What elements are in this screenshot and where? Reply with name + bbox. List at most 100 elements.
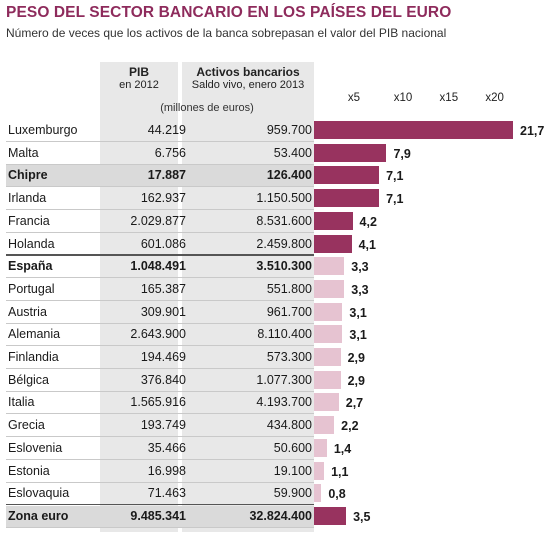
- country-name: Austria: [8, 304, 47, 319]
- pib-value: 1.565.916: [130, 395, 186, 410]
- pib-value: 2.643.900: [130, 327, 186, 342]
- row-divider: [6, 436, 314, 438]
- x-tick-label: x15: [439, 92, 459, 104]
- pib-value: 165.387: [140, 281, 186, 296]
- activos-value: 4.193.700: [256, 395, 312, 410]
- pib-value: 194.469: [140, 350, 186, 364]
- table-row: Irlanda 162.937 1.150.500 7,1: [6, 187, 554, 211]
- table-row: Austria 309.901 961.700 3,1: [6, 301, 554, 324]
- pib-value: 71.463: [147, 486, 186, 501]
- ratio-bar: [314, 166, 380, 185]
- ratio-bar: [314, 370, 341, 389]
- country-name: Portugal: [8, 281, 55, 296]
- pib-value: 6.756: [154, 145, 186, 160]
- ratio-bar: [314, 143, 387, 162]
- row-divider: [6, 390, 314, 392]
- row-divider: [6, 413, 314, 415]
- table-row: Italia 1.565.916 4.193.700 2,7: [6, 391, 554, 415]
- ratio-bar: [314, 189, 380, 208]
- row-divider: [6, 163, 314, 165]
- pib-value: 9.485.341: [130, 508, 186, 523]
- country-name: Eslovenia: [8, 440, 63, 455]
- ratio-label: 2,2: [341, 419, 359, 434]
- ratio-bar: [314, 506, 347, 525]
- units-label: (millones de euros): [160, 102, 254, 114]
- row-divider: [6, 503, 314, 506]
- country-name: Malta: [8, 145, 39, 160]
- table-row: Alemania 2.643.900 8.110.400 3,1: [6, 323, 554, 347]
- x-tick-label: x5: [347, 92, 360, 104]
- ratio-label: 7,1: [386, 169, 404, 184]
- country-name: Eslovaquia: [8, 486, 70, 501]
- ratio-label: 3,5: [353, 509, 371, 524]
- ratio-label: 1,1: [331, 464, 349, 479]
- pib-header-subtitle: en 2012: [119, 79, 159, 91]
- ratio-bar: [314, 393, 339, 412]
- pib-value: 35.466: [147, 440, 186, 455]
- country-name: Finlandia: [8, 350, 59, 364]
- country-name: España: [8, 259, 53, 274]
- activos-value: 961.700: [266, 304, 312, 319]
- pib-value: 376.840: [140, 372, 186, 387]
- table-row: Malta 6.756 53.400 7,9: [6, 142, 554, 165]
- x-tick-label: x20: [485, 92, 504, 104]
- activos-value: 126.400: [266, 168, 312, 183]
- pib-value: 162.937: [140, 191, 186, 206]
- country-name: Irlanda: [8, 191, 47, 206]
- pib-header: PIB en 2012: [100, 66, 178, 92]
- ratio-label: 4,2: [359, 214, 377, 229]
- country-name: Bélgica: [8, 372, 49, 387]
- table-row: Zona euro 9.485.341 32.824.400 3,5: [6, 505, 554, 528]
- ratio-label: 2,9: [347, 351, 365, 365]
- activos-value: 434.800: [266, 418, 312, 433]
- activos-value: 8.110.400: [257, 327, 312, 342]
- activos-value: 551.800: [266, 281, 312, 296]
- pib-value: 16.998: [147, 463, 186, 478]
- row-divider: [6, 231, 314, 233]
- row-divider: [6, 458, 314, 460]
- ratio-bar: [314, 234, 352, 253]
- country-name: Grecia: [8, 418, 45, 433]
- ratio-label: 2,7: [345, 396, 364, 411]
- activos-header-title: Activos bancarios: [196, 65, 300, 79]
- ratio-label: 3,1: [349, 328, 367, 343]
- ratio-bar: [314, 211, 353, 230]
- ratio-bar: [314, 348, 341, 366]
- activos-value: 59.900: [273, 486, 312, 501]
- pib-value: 309.901: [140, 304, 186, 319]
- activos-value: 3.510.300: [256, 259, 312, 274]
- activos-value: 2.459.800: [256, 236, 312, 251]
- pib-value: 193.749: [140, 418, 186, 433]
- x-tick-label: x10: [393, 92, 413, 104]
- activos-value: 32.824.400: [249, 508, 312, 523]
- table-row: Portugal 165.387 551.800 3,3: [6, 278, 554, 301]
- country-name: Alemania: [8, 327, 61, 342]
- table-row: Bélgica 376.840 1.077.300 2,9: [6, 369, 554, 392]
- pib-value: 601.086: [140, 236, 186, 251]
- table-row: Eslovaquia 71.463 59.900 0,8: [6, 482, 554, 506]
- ratio-label: 7,9: [393, 146, 411, 161]
- ratio-label: 3,1: [349, 305, 367, 320]
- row-divider: [6, 186, 314, 188]
- table-row: Francia 2.029.877 8.531.600 4,2: [6, 210, 554, 233]
- row-divider: [6, 277, 314, 279]
- activos-header: Activos bancarios Saldo vivo, enero 2013: [182, 66, 314, 92]
- country-name: Zona euro: [8, 508, 69, 523]
- country-name: Luxemburgo: [8, 123, 78, 137]
- activos-value: 50.600: [273, 440, 312, 455]
- ratio-label: 21,7: [520, 124, 545, 138]
- country-name: Estonia: [8, 463, 50, 478]
- activos-value: 1.077.300: [256, 372, 312, 387]
- row-highlight: [6, 165, 314, 187]
- row-divider: [6, 141, 314, 142]
- pib-column-background: [100, 62, 178, 532]
- ratio-label: 0,8: [328, 487, 346, 502]
- table-row: España 1.048.491 3.510.300 3,3: [6, 255, 554, 279]
- row-divider: [6, 526, 314, 528]
- table-row: Chipre 17.887 126.400 7,1: [6, 164, 554, 188]
- pib-value: 17.887: [147, 168, 186, 183]
- ratio-label: 7,1: [386, 192, 404, 207]
- row-highlight: [6, 505, 314, 527]
- country-name: Holanda: [8, 236, 55, 251]
- table-row: Holanda 601.086 2.459.800 4,1: [6, 233, 554, 256]
